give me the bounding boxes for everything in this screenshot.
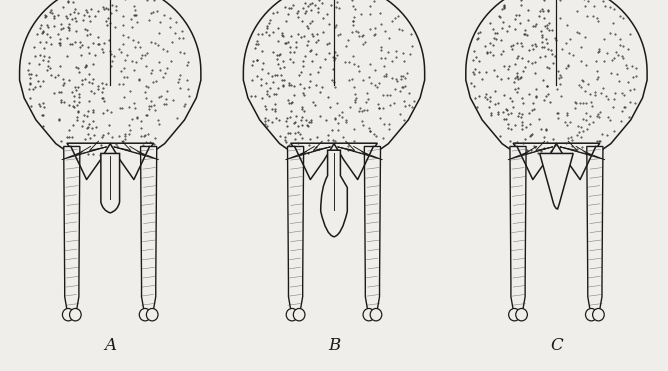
PathPatch shape bbox=[243, 0, 425, 160]
PathPatch shape bbox=[510, 147, 526, 310]
PathPatch shape bbox=[321, 150, 347, 237]
Text: A: A bbox=[104, 337, 116, 354]
Ellipse shape bbox=[139, 308, 151, 321]
PathPatch shape bbox=[287, 147, 304, 310]
PathPatch shape bbox=[466, 0, 647, 160]
Ellipse shape bbox=[293, 308, 305, 321]
Ellipse shape bbox=[363, 308, 375, 321]
PathPatch shape bbox=[19, 0, 201, 160]
PathPatch shape bbox=[140, 147, 157, 310]
Ellipse shape bbox=[585, 308, 597, 321]
PathPatch shape bbox=[101, 154, 120, 213]
Ellipse shape bbox=[370, 308, 382, 321]
Ellipse shape bbox=[516, 308, 528, 321]
Text: B: B bbox=[328, 337, 340, 354]
PathPatch shape bbox=[540, 154, 573, 209]
Text: C: C bbox=[550, 337, 563, 354]
PathPatch shape bbox=[364, 147, 381, 310]
Ellipse shape bbox=[69, 308, 81, 321]
Ellipse shape bbox=[62, 308, 74, 321]
PathPatch shape bbox=[587, 147, 603, 310]
Ellipse shape bbox=[146, 308, 158, 321]
Ellipse shape bbox=[593, 308, 605, 321]
PathPatch shape bbox=[63, 147, 80, 310]
Ellipse shape bbox=[286, 308, 298, 321]
Ellipse shape bbox=[508, 308, 520, 321]
